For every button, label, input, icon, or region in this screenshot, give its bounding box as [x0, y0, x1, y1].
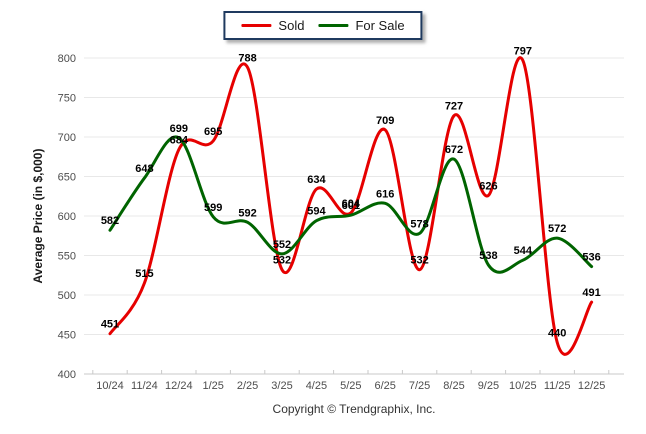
data-label-sold: 709 — [376, 115, 394, 127]
data-label-sold: 604 — [342, 198, 361, 210]
y-tick-label: 500 — [58, 290, 76, 302]
data-label-sold: 634 — [307, 174, 326, 186]
x-tick-label: 1/25 — [202, 380, 223, 392]
y-tick-label: 550 — [58, 251, 76, 263]
x-tick-label: 5/25 — [340, 380, 361, 392]
data-label-sold: 684 — [170, 135, 189, 147]
x-tick-label: 2/25 — [237, 380, 258, 392]
data-label-sold: 797 — [514, 45, 532, 57]
data-label-sold: 440 — [548, 327, 566, 339]
data-label-for-sale: 599 — [204, 202, 222, 214]
data-label-for-sale: 699 — [170, 123, 188, 135]
data-label-for-sale: 538 — [479, 250, 497, 262]
y-tick-label: 800 — [58, 53, 76, 65]
data-label-for-sale: 572 — [548, 223, 566, 235]
data-label-for-sale: 544 — [514, 245, 533, 257]
x-tick-label: 10/25 — [509, 380, 537, 392]
copyright-text: Copyright © Trendgraphix, Inc. — [272, 402, 436, 416]
x-tick-label: 8/25 — [443, 380, 464, 392]
x-tick-label: 10/24 — [96, 380, 124, 392]
x-tick-label: 12/25 — [578, 380, 606, 392]
data-label-sold: 532 — [410, 255, 428, 267]
data-label-for-sale: 594 — [307, 206, 326, 218]
legend-label-sold: Sold — [278, 18, 305, 33]
legend-label-for-sale: For Sale — [355, 18, 405, 33]
x-tick-label: 3/25 — [271, 380, 292, 392]
data-label-for-sale: 536 — [582, 252, 600, 264]
data-label-sold: 695 — [204, 126, 222, 138]
x-tick-label: 9/25 — [478, 380, 499, 392]
legend-item-sold: Sold — [241, 18, 304, 33]
y-tick-label: 700 — [58, 132, 76, 144]
data-label-sold: 451 — [101, 319, 119, 331]
y-tick-label: 450 — [58, 330, 76, 342]
series-line-for-sale — [108, 135, 594, 274]
y-tick-label: 600 — [58, 211, 76, 223]
y-tick-label: 750 — [58, 93, 76, 105]
data-label-for-sale: 672 — [445, 144, 463, 156]
x-tick-label: 12/24 — [165, 380, 193, 392]
y-tick-label: 650 — [58, 172, 76, 184]
x-tick-label: 6/25 — [374, 380, 395, 392]
data-label-for-sale: 582 — [101, 215, 119, 227]
sold-line-swatch — [241, 24, 272, 27]
data-label-sold: 727 — [445, 101, 463, 113]
data-label-for-sale: 601 — [342, 200, 360, 212]
data-label-sold: 515 — [135, 268, 153, 280]
x-tick-label: 7/25 — [409, 380, 430, 392]
legend-item-for-sale: For Sale — [318, 18, 405, 33]
data-label-sold: 532 — [273, 255, 291, 267]
data-label-for-sale: 648 — [135, 163, 153, 175]
data-label-for-sale: 592 — [238, 207, 256, 219]
for-sale-line-swatch — [318, 24, 349, 27]
data-label-for-sale: 552 — [273, 239, 291, 251]
y-tick-label: 400 — [58, 369, 76, 381]
data-label-sold: 626 — [479, 180, 497, 192]
x-tick-label: 4/25 — [306, 380, 327, 392]
data-label-for-sale: 578 — [410, 218, 428, 230]
y-axis-title: Average Price (in $,000) — [31, 148, 45, 284]
series-line-sold — [108, 56, 594, 356]
data-label-sold: 788 — [238, 52, 256, 64]
x-tick-label: 11/25 — [544, 380, 571, 392]
legend: Sold For Sale — [223, 11, 423, 40]
data-label-sold: 491 — [582, 287, 600, 299]
data-label-for-sale: 616 — [376, 188, 394, 200]
x-tick-label: 11/24 — [131, 380, 158, 392]
